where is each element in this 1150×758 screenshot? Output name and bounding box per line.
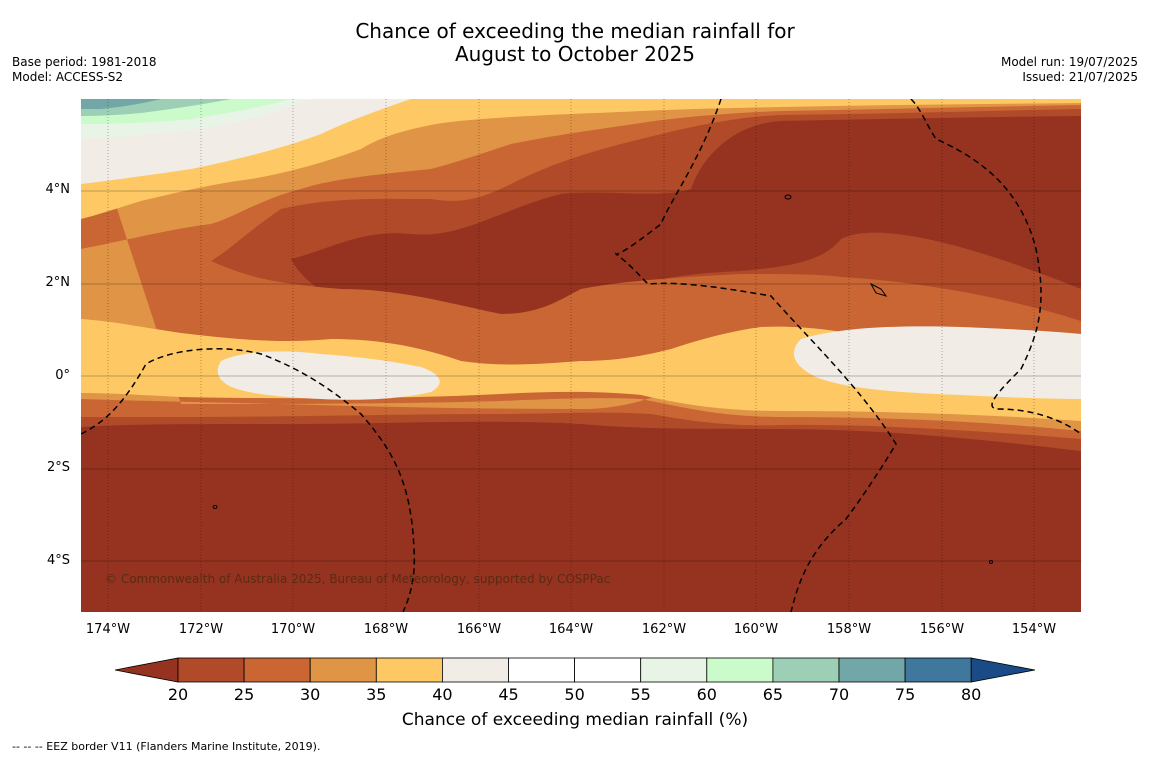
lon-label-154w: 154°W (1011, 622, 1057, 637)
colorbar-segment (309, 657, 377, 683)
colorbar-label: Chance of exceeding median rainfall (%) (401, 710, 749, 730)
graticule (81, 99, 1081, 612)
lon-label-162w: 162°W (641, 622, 687, 637)
lat-label-2s: 2°S (46, 460, 70, 475)
band-45-50-equator-west (217, 351, 440, 400)
colorbar-segment (838, 657, 906, 683)
band-70-75 (81, 99, 161, 109)
lat-label-4n: 4°N (45, 182, 71, 197)
colorbar-segment (640, 657, 708, 683)
model-info: Base period: 1981-2018 Model: ACCESS-S2 (12, 55, 157, 85)
colorbar-tick-label: 65 (762, 685, 784, 704)
lat-label-0: 0° (55, 368, 70, 383)
model-run-text: Model run: 19/07/2025 (1000, 55, 1138, 69)
lon-label-170w: 170°W (270, 622, 316, 637)
colorbar-segment (508, 657, 575, 683)
colorbar-tick-label: 50 (564, 685, 585, 704)
colorbar-tick-label: 75 (894, 685, 916, 704)
colorbar-segment (243, 657, 311, 683)
lon-label-168w: 168°W (363, 622, 409, 637)
colorbar-tick-label: 80 (961, 685, 982, 704)
lon-label-156w: 156°W (919, 622, 965, 637)
colorbar-tick-label: 45 (498, 685, 519, 704)
copyright-text: © Commonwealth of Australia 2025, Bureau… (105, 572, 610, 586)
lon-label-172w: 172°W (178, 622, 224, 637)
colorbar-over-arrow (970, 657, 1035, 683)
colorbar-segment (904, 657, 972, 683)
colorbar-tick-label: 55 (630, 685, 651, 704)
model-name-text: Model: ACCESS-S2 (12, 70, 124, 84)
lat-label-2n: 2°N (45, 275, 71, 290)
colorbar-tick-label: 25 (233, 685, 255, 704)
colorbar-under-arrow (115, 657, 179, 683)
colorbar-segment (574, 657, 642, 683)
base-period-text: Base period: 1981-2018 (12, 55, 157, 69)
colorbar-tick-label: 35 (366, 685, 387, 704)
colorbar-segment (375, 657, 443, 683)
colorbar-segment (441, 657, 509, 683)
colorbar-tick-label: 30 (300, 685, 321, 704)
colorbar (115, 657, 1035, 683)
map-title-line2: August to October 2025 (454, 42, 696, 66)
eez-borders (81, 99, 1081, 612)
colorbar-tick-label: 60 (696, 685, 717, 704)
islands (212, 194, 993, 564)
lon-label-164w: 164°W (548, 622, 594, 637)
lon-label-166w: 166°W (456, 622, 502, 637)
lon-label-158w: 158°W (826, 622, 872, 637)
eez-footnote: -- -- -- EEZ border V11 (Flanders Marine… (12, 740, 321, 753)
colorbar-segment (177, 657, 245, 683)
map-title-line1: Chance of exceeding the median rainfall … (355, 19, 795, 43)
colorbar-tick-label: 20 (167, 685, 189, 704)
issued-text: Issued: 21/07/2025 (1022, 70, 1138, 84)
lon-label-160w: 160°W (733, 622, 779, 637)
colorbar-tick-label: 70 (828, 685, 850, 704)
colorbar-tick-label: 40 (432, 685, 453, 704)
colorbar-segment (772, 657, 840, 683)
colorbar-segment (706, 657, 774, 683)
lon-label-174w: 174°W (85, 622, 131, 637)
run-info: Model run: 19/07/2025 Issued: 21/07/2025 (1001, 55, 1138, 85)
lat-label-4s: 4°S (46, 553, 70, 568)
rainfall-map: © Commonwealth of Australia 2025, Bureau… (81, 99, 1081, 612)
